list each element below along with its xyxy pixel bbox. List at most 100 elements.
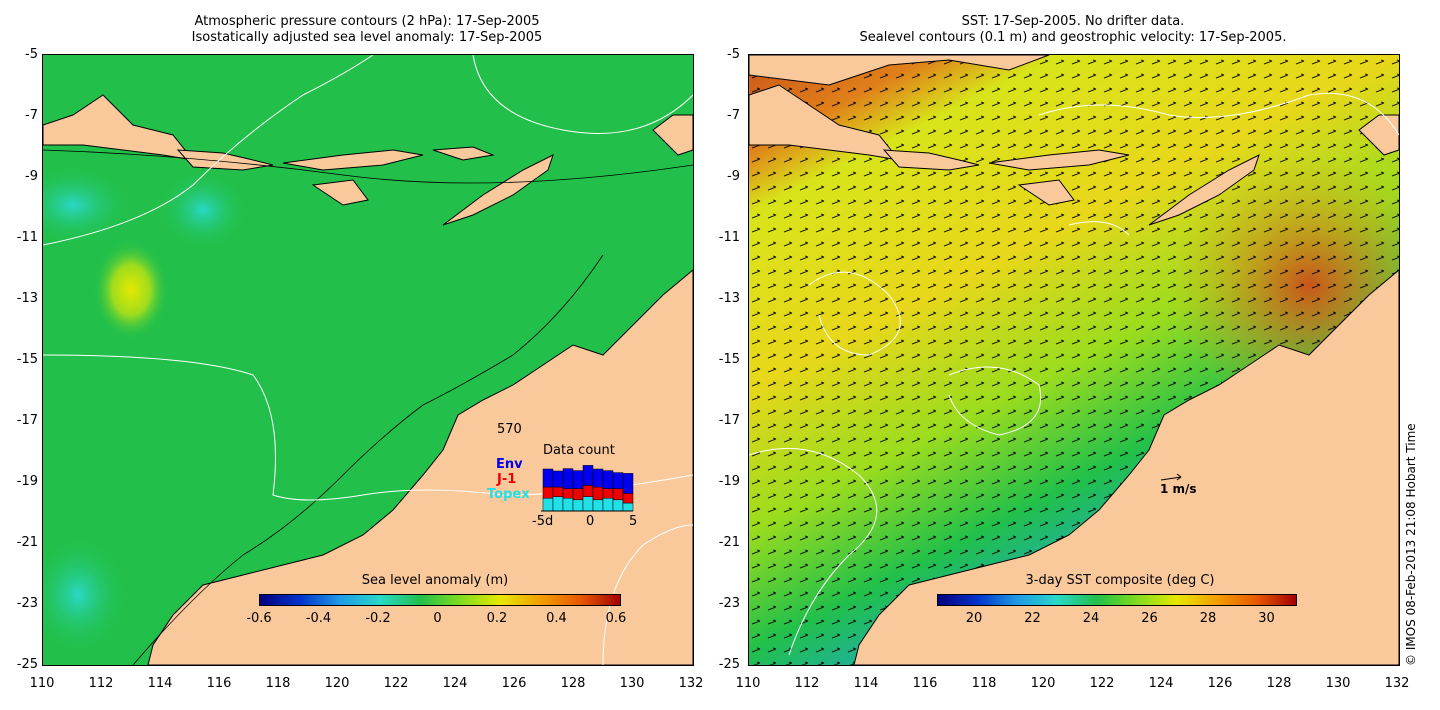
island-timor (1148, 154, 1260, 226)
histogram-bar (552, 486, 564, 497)
data-count-title: Data count (543, 443, 615, 458)
x-tick-label: 128 (560, 676, 586, 691)
left-title-line1: Atmospheric pressure contours (2 hPa): 1… (194, 14, 540, 29)
x-tick-label: 110 (29, 676, 55, 691)
data-count-max: 570 (497, 422, 522, 437)
histogram-xtick: 5 (629, 514, 638, 529)
histogram-bar (542, 468, 554, 488)
histogram-bar (572, 470, 584, 489)
x-tick-label: 120 (324, 676, 350, 691)
sst-colorbar (937, 594, 1297, 606)
y-tick-label: -25 (16, 657, 38, 672)
y-tick-label: -17 (16, 413, 38, 428)
australia-landmass (147, 269, 693, 665)
histogram-bar (552, 470, 564, 488)
right-title-line2: Sealevel contours (0.1 m) and geostrophi… (859, 30, 1287, 45)
histogram-bar (562, 488, 574, 499)
y-tick-label: -7 (25, 108, 38, 123)
y-tick-label: -5 (25, 47, 38, 62)
island-alor (432, 146, 495, 161)
y-tick-label: -9 (25, 169, 38, 184)
island-java-bali (749, 84, 901, 161)
histogram-bar (622, 473, 634, 494)
histogram-bar (562, 497, 574, 512)
histogram-bar (572, 499, 584, 512)
y-tick-label: -19 (718, 474, 740, 489)
y-tick-label: -19 (16, 474, 38, 489)
histogram-bar (562, 468, 574, 489)
x-tick-label: 116 (206, 676, 232, 691)
x-tick-label: 120 (1030, 676, 1056, 691)
x-tick-label: 112 (88, 676, 114, 691)
y-tick-label: -7 (727, 108, 740, 123)
histogram-xtick: 0 (586, 514, 595, 529)
y-tick-label: -9 (727, 169, 740, 184)
left-title-line2: Isostatically adjusted sea level anomaly… (191, 30, 543, 45)
x-tick-label: 126 (1207, 676, 1233, 691)
histogram-bar (542, 486, 554, 499)
histogram-bar (622, 493, 634, 504)
left-colorbar-title: Sea level anomaly (m) (361, 573, 509, 588)
island-lombok (882, 149, 980, 171)
colorbar-label: 26 (1141, 611, 1158, 626)
x-tick-label: 124 (442, 676, 468, 691)
right-title-line1: SST: 17-Sep-2005. No drifter data. (961, 14, 1185, 29)
island-sumba (1017, 179, 1075, 206)
colorbar-label: -0.2 (365, 611, 391, 626)
y-tick-label: -13 (16, 291, 38, 306)
y-tick-label: -11 (16, 230, 38, 245)
sea-level-colorbar (259, 594, 621, 606)
left-map-panel (42, 54, 694, 666)
data-count-histogram (541, 465, 634, 512)
y-tick-label: -15 (718, 352, 740, 367)
histogram-xtick: -5d (532, 514, 554, 529)
y-tick-label: -17 (718, 413, 740, 428)
x-tick-label: 118 (265, 676, 291, 691)
colorbar-label: 0.6 (605, 611, 627, 626)
x-tick-label: 132 (1384, 676, 1410, 691)
histogram-bar (612, 499, 624, 512)
australia-landmass (853, 269, 1399, 665)
x-tick-label: 112 (794, 676, 820, 691)
series-env-label: Env (496, 457, 523, 472)
x-tick-label: 126 (501, 676, 527, 691)
histogram-bar (592, 468, 604, 488)
x-tick-label: 130 (619, 676, 645, 691)
histogram-bar (602, 470, 614, 489)
x-tick-label: 122 (1089, 676, 1115, 691)
histogram-bar (602, 497, 614, 512)
y-tick-label: -21 (16, 535, 38, 550)
y-tick-label: -25 (718, 657, 740, 672)
histogram-bar (572, 488, 584, 501)
island-tanimbar (1358, 114, 1399, 156)
low-anomaly-blob (158, 170, 248, 250)
sst-map (749, 55, 1399, 665)
velocity-scale-label: 1 m/s (1160, 482, 1197, 496)
x-tick-label: 114 (147, 676, 173, 691)
y-tick-label: -15 (16, 352, 38, 367)
histogram-bar (602, 488, 614, 499)
sea-level-map (43, 55, 693, 665)
series-j1-label: J-1 (497, 472, 517, 487)
histogram-bar (582, 485, 594, 497)
colorbar-label: 24 (1082, 611, 1100, 626)
x-tick-label: 132 (678, 676, 704, 691)
colorbar-label: 0.4 (546, 611, 567, 626)
colorbar-label: -0.4 (305, 611, 332, 626)
imos-credit: © IMOS 08-Feb-2013 21:08 Hobart Time (1404, 423, 1418, 666)
y-tick-label: -23 (16, 596, 38, 611)
x-tick-label: 124 (1148, 676, 1174, 691)
colorbar-label: -0.6 (246, 611, 272, 626)
y-tick-label: -13 (718, 291, 740, 306)
series-topex-label: Topex (487, 487, 530, 502)
x-tick-label: 114 (853, 676, 879, 691)
island-flores (282, 149, 424, 171)
right-colorbar-title: 3-day SST composite (deg C) (1025, 573, 1215, 588)
histogram-bar (612, 472, 624, 489)
colorbar-label: 22 (1024, 611, 1041, 626)
x-tick-label: 110 (735, 676, 761, 691)
x-tick-label: 122 (383, 676, 409, 691)
low-anomaly-blob (43, 165, 133, 245)
island-sulawesi (749, 55, 1050, 86)
histogram-bar (592, 486, 604, 501)
